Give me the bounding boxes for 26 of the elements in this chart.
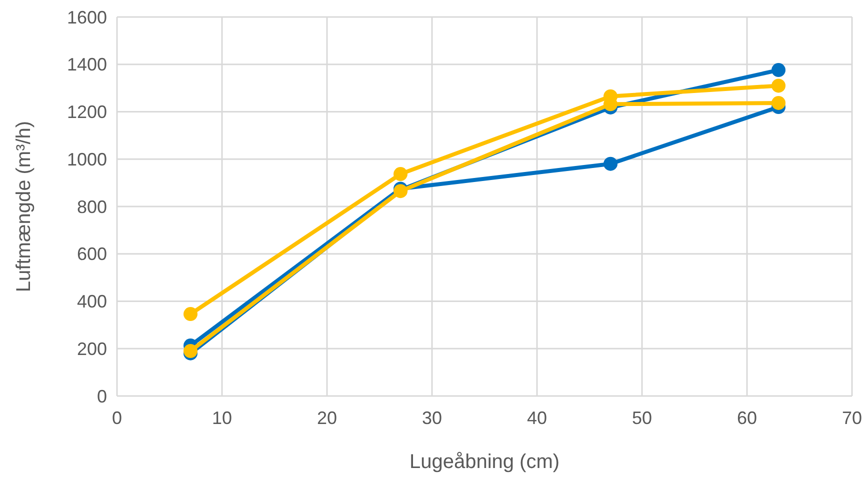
x-axis-title: Lugeåbning (cm) xyxy=(409,451,560,473)
x-tick-label: 0 xyxy=(112,408,122,428)
point xyxy=(772,78,786,93)
x-tick-label: 30 xyxy=(422,408,442,428)
point xyxy=(184,344,198,358)
x-tick-label: 20 xyxy=(316,408,338,428)
y-tick-label: 1200 xyxy=(66,102,107,122)
y-tick-label: 200 xyxy=(76,338,107,359)
y-axis-title: Luftmængde (m³/h) xyxy=(13,120,35,292)
y-tick-label: 0 xyxy=(96,386,107,406)
y-tick-label: 400 xyxy=(76,292,107,312)
x-tick-label: 10 xyxy=(212,408,232,428)
point xyxy=(772,96,786,110)
x-tick-label: 60 xyxy=(736,408,758,428)
y-tick-label: 1400 xyxy=(66,54,107,75)
y-tick-label: 800 xyxy=(76,196,107,217)
point xyxy=(394,167,408,182)
point xyxy=(772,63,786,78)
x-tick-label: 50 xyxy=(632,408,652,428)
y-tick-label: 600 xyxy=(76,244,107,264)
x-tick-label: 70 xyxy=(842,408,862,428)
point xyxy=(184,307,198,322)
x-tick-label: 40 xyxy=(526,408,548,428)
y-tick-label: 1600 xyxy=(66,7,107,28)
point xyxy=(604,156,618,171)
y-tick-label: 1000 xyxy=(66,149,107,170)
